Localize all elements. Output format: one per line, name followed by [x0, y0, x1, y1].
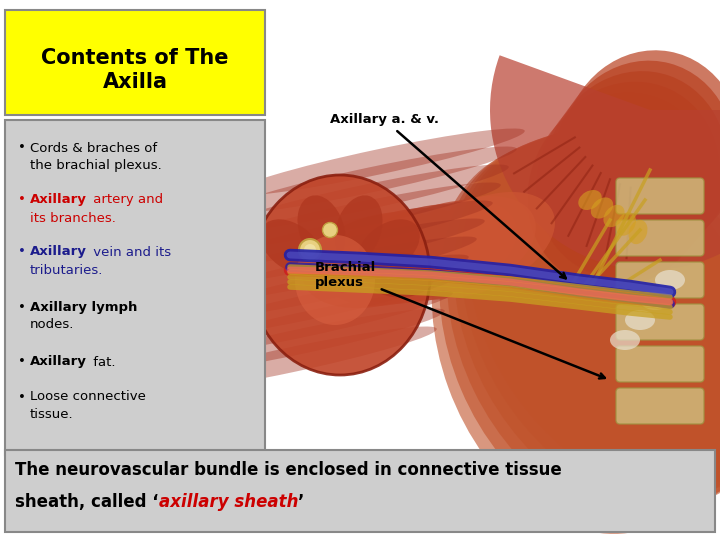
Ellipse shape — [151, 308, 445, 375]
Ellipse shape — [192, 219, 485, 286]
Ellipse shape — [335, 195, 382, 264]
Text: Brachial
plexus: Brachial plexus — [315, 261, 605, 379]
Ellipse shape — [432, 146, 720, 534]
FancyBboxPatch shape — [616, 346, 704, 382]
Ellipse shape — [603, 205, 624, 227]
Text: the brachial plexus.: the brachial plexus. — [30, 159, 162, 172]
Ellipse shape — [446, 140, 720, 520]
Ellipse shape — [474, 130, 720, 490]
Bar — [270, 110, 715, 530]
Text: •: • — [18, 193, 26, 206]
Ellipse shape — [184, 237, 477, 303]
Text: vein and its: vein and its — [89, 246, 171, 259]
Ellipse shape — [527, 92, 713, 288]
Text: •: • — [18, 390, 26, 403]
Ellipse shape — [482, 129, 720, 482]
Text: •: • — [18, 246, 26, 259]
Ellipse shape — [545, 71, 720, 269]
Text: Axillary lymph: Axillary lymph — [30, 300, 138, 314]
Ellipse shape — [562, 50, 720, 249]
Text: Loose connective: Loose connective — [30, 390, 146, 403]
Ellipse shape — [231, 129, 525, 195]
Ellipse shape — [553, 60, 720, 259]
Ellipse shape — [323, 208, 477, 306]
Text: Contents of The: Contents of The — [41, 48, 229, 68]
Ellipse shape — [302, 212, 458, 308]
Text: Axillary: Axillary — [30, 355, 87, 368]
Text: artery and: artery and — [89, 193, 163, 206]
Ellipse shape — [364, 200, 516, 302]
Ellipse shape — [405, 192, 555, 298]
Text: axillary sheath: axillary sheath — [158, 493, 298, 511]
Ellipse shape — [454, 137, 720, 512]
Text: Axillary: Axillary — [30, 246, 87, 259]
Text: Axilla: Axilla — [102, 72, 168, 92]
Ellipse shape — [207, 183, 500, 249]
Text: Axillary: Axillary — [30, 193, 87, 206]
Text: •: • — [18, 300, 26, 314]
Bar — [5, 450, 715, 532]
Ellipse shape — [299, 239, 321, 261]
Ellipse shape — [167, 273, 461, 340]
Ellipse shape — [640, 290, 670, 310]
Ellipse shape — [616, 212, 636, 236]
FancyBboxPatch shape — [616, 178, 704, 214]
Ellipse shape — [629, 220, 647, 244]
Ellipse shape — [250, 175, 430, 375]
Ellipse shape — [260, 219, 323, 274]
Bar — [5, 120, 265, 455]
Text: nodes.: nodes. — [30, 319, 74, 332]
Ellipse shape — [365, 253, 435, 298]
Ellipse shape — [295, 235, 375, 325]
Bar — [270, 110, 715, 530]
Wedge shape — [490, 55, 720, 270]
Text: •: • — [18, 141, 26, 154]
Text: ’: ’ — [298, 493, 305, 511]
FancyBboxPatch shape — [616, 262, 704, 298]
FancyBboxPatch shape — [616, 304, 704, 340]
Ellipse shape — [655, 270, 685, 290]
Ellipse shape — [215, 165, 509, 232]
Ellipse shape — [143, 327, 437, 394]
Ellipse shape — [439, 143, 720, 527]
Text: sheath, called ‘: sheath, called ‘ — [15, 493, 158, 511]
Ellipse shape — [159, 291, 453, 357]
Ellipse shape — [297, 195, 346, 264]
Text: Axillary a. & v.: Axillary a. & v. — [330, 113, 566, 278]
Ellipse shape — [461, 135, 720, 505]
Ellipse shape — [625, 310, 655, 330]
Ellipse shape — [304, 244, 316, 256]
Ellipse shape — [175, 254, 469, 321]
Ellipse shape — [384, 196, 536, 300]
Ellipse shape — [610, 330, 640, 350]
Ellipse shape — [468, 132, 720, 497]
Ellipse shape — [199, 200, 492, 267]
Ellipse shape — [591, 198, 613, 219]
Text: its branches.: its branches. — [30, 212, 116, 225]
Ellipse shape — [536, 82, 720, 278]
Ellipse shape — [343, 204, 497, 304]
FancyBboxPatch shape — [616, 220, 704, 256]
Ellipse shape — [578, 190, 602, 210]
Text: tissue.: tissue. — [30, 408, 73, 422]
Ellipse shape — [323, 222, 338, 238]
Ellipse shape — [357, 219, 420, 274]
Text: The neurovascular bundle is enclosed in connective tissue: The neurovascular bundle is enclosed in … — [15, 461, 562, 479]
Ellipse shape — [223, 146, 517, 213]
FancyBboxPatch shape — [616, 388, 704, 424]
Text: Cords & braches of: Cords & braches of — [30, 141, 157, 154]
Text: tributaries.: tributaries. — [30, 264, 104, 276]
Bar — [5, 10, 265, 115]
Text: fat.: fat. — [89, 355, 115, 368]
Text: •: • — [18, 355, 26, 368]
